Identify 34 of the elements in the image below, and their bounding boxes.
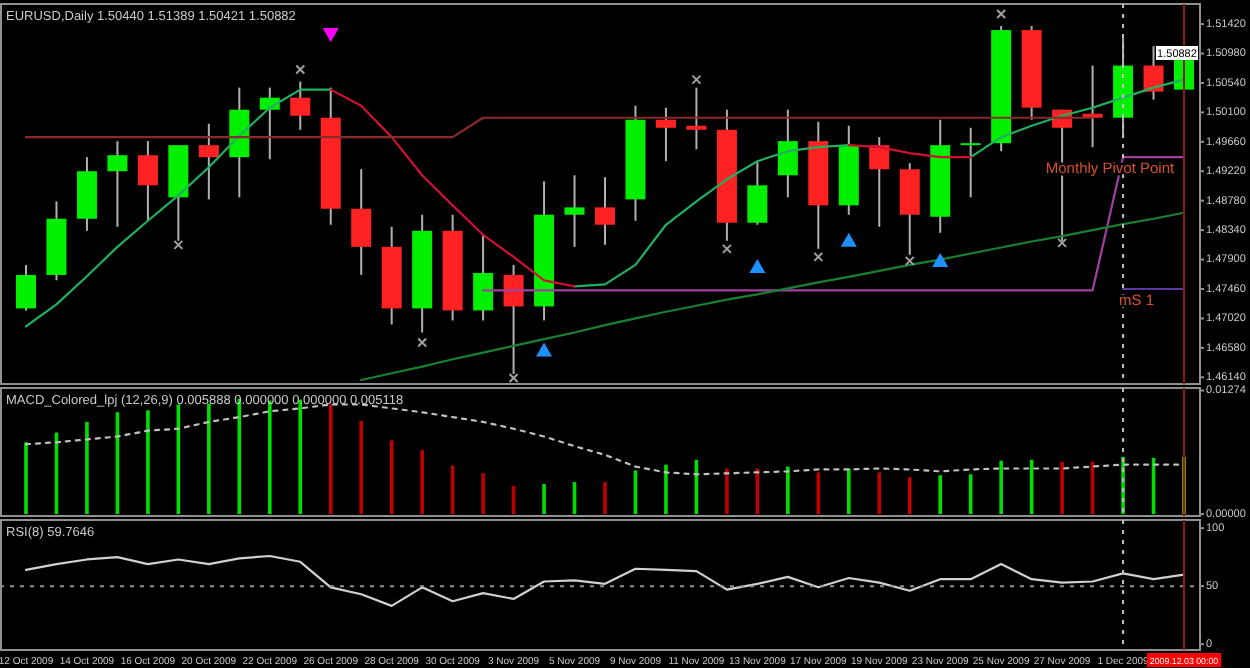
- candlestick: [777, 108, 798, 199]
- point: [721, 243, 732, 254]
- point: [536, 342, 553, 357]
- candlestick: [655, 106, 676, 163]
- candlestick: [76, 156, 97, 232]
- point: [691, 74, 702, 85]
- candlestick: [473, 233, 494, 322]
- line-series: [24, 554, 1186, 607]
- line-series: [360, 211, 1186, 382]
- point: [173, 239, 184, 250]
- candlestick: [869, 136, 890, 228]
- point: [840, 232, 857, 247]
- point: [749, 258, 766, 273]
- candlestick: [960, 126, 981, 199]
- candlestick: [16, 263, 36, 312]
- point: [996, 9, 1007, 20]
- candlestick: [290, 80, 311, 131]
- point: [904, 255, 915, 266]
- candlestick: [747, 160, 768, 226]
- point: [417, 337, 428, 348]
- candlestick: [899, 162, 920, 256]
- candlestick: [198, 122, 219, 201]
- candlestick: [351, 168, 372, 276]
- point: [1057, 237, 1068, 248]
- point: [932, 252, 949, 267]
- candlestick: [595, 176, 615, 246]
- point: [813, 251, 824, 262]
- candlestick: [686, 86, 707, 151]
- candlestick: [137, 140, 158, 222]
- candlestick: [107, 140, 128, 228]
- point: [322, 28, 339, 43]
- point: [295, 64, 306, 75]
- point: [508, 372, 519, 383]
- candlestick: [564, 174, 585, 248]
